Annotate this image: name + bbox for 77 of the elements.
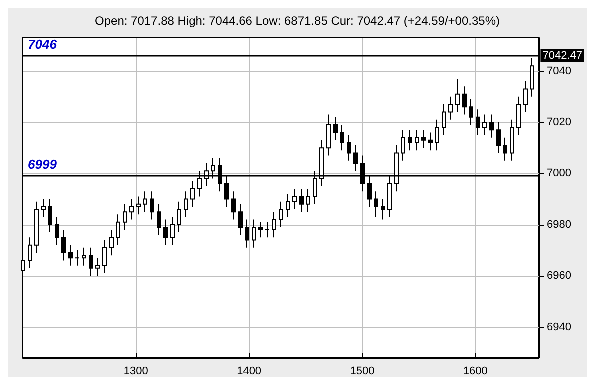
candlestick	[170, 216, 175, 246]
candlestick	[28, 237, 32, 269]
ref-line-label: 6999	[28, 157, 58, 172]
candlestick	[401, 130, 405, 162]
x-tick-label: 1600	[463, 366, 488, 378]
candlestick	[157, 204, 161, 236]
candlestick	[136, 196, 141, 216]
candlestick	[177, 201, 181, 234]
candlestick	[340, 124, 344, 152]
candlestick	[448, 96, 453, 120]
candlestick	[381, 198, 385, 220]
candlestick	[408, 130, 412, 152]
candlestick	[129, 198, 134, 220]
candlestick	[143, 191, 147, 213]
x-tick-label: 1300	[124, 366, 148, 378]
candlestick	[34, 201, 39, 254]
candlestick	[326, 114, 331, 156]
candlestick	[489, 114, 494, 138]
candlestick	[299, 188, 304, 213]
y-tick-label: 6980	[547, 218, 572, 231]
candlestick	[286, 194, 290, 218]
candlestick	[89, 247, 93, 277]
candlestick	[516, 96, 521, 136]
candlestick	[306, 188, 310, 213]
candlestick	[82, 247, 86, 266]
candlestick	[503, 137, 507, 162]
x-tick-label: 1400	[237, 366, 262, 378]
candlestick	[150, 191, 154, 220]
candlestick	[245, 219, 249, 248]
candlestick	[265, 222, 270, 238]
candlestick	[48, 198, 52, 234]
candlestick	[435, 119, 439, 152]
candlestick	[415, 130, 419, 152]
candlestick	[428, 132, 433, 152]
candlestick	[55, 216, 59, 246]
candlestick	[238, 204, 243, 236]
candlestick	[510, 119, 514, 162]
candlestick	[109, 230, 114, 256]
ref-line-label: 7046	[28, 36, 58, 52]
candlestick	[496, 122, 501, 154]
candlestick	[231, 191, 236, 220]
candlestick	[184, 191, 188, 218]
candlestick	[333, 116, 338, 141]
candlestick	[102, 240, 107, 274]
candlestick	[258, 222, 263, 238]
candlestick	[279, 201, 283, 228]
candlestick	[61, 230, 66, 262]
candlestick	[292, 188, 297, 210]
candlestick	[95, 258, 100, 277]
y-tick-label: 6940	[547, 321, 572, 334]
candlestick	[442, 104, 446, 136]
candlestick	[374, 191, 378, 218]
y-tick-label: 6960	[547, 270, 572, 282]
annotation: 7042.47	[542, 50, 582, 62]
candlestick	[190, 180, 195, 208]
y-tick-label: 7000	[547, 168, 572, 180]
candlestick	[163, 219, 168, 246]
candlestick	[123, 204, 127, 230]
candlestick	[421, 130, 426, 149]
candlestick	[455, 78, 460, 113]
candlestick	[75, 250, 80, 266]
candlestick	[68, 244, 73, 266]
candlestick	[41, 198, 46, 218]
x-tick-label: 1500	[350, 366, 375, 378]
candlestick	[476, 109, 480, 136]
candlestick	[523, 81, 528, 113]
candlestick	[462, 86, 467, 116]
candlestick	[482, 114, 487, 136]
candlestick	[469, 98, 473, 126]
y-tick-label: 7040	[547, 65, 572, 78]
candlestick	[347, 134, 351, 162]
candlestick	[353, 145, 358, 172]
candlestick	[272, 212, 276, 238]
candlestick	[252, 219, 256, 248]
chart-subtitle: Open: 7017.88 High: 7044.66 Low: 6871.85 Cur: 7042.47 (+24.59/+00.35%)	[95, 14, 500, 28]
y-tick-label: 7020	[547, 116, 572, 128]
candlestick	[116, 214, 120, 246]
